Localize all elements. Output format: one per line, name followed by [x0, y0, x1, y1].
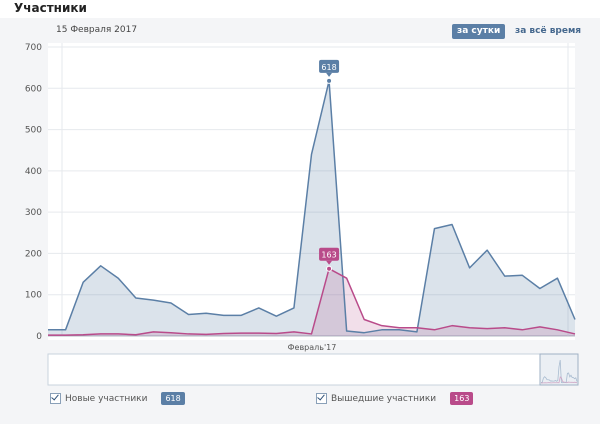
navigator[interactable] — [47, 353, 579, 386]
y-tick-label: 0 — [36, 332, 42, 342]
left-members-badge: 163 — [450, 392, 474, 405]
series-area-0 — [48, 80, 575, 337]
peak-label-box — [319, 59, 340, 73]
peak-label-box — [319, 247, 340, 261]
new-members-badge: 618 — [161, 392, 185, 405]
new-members-checkbox[interactable] — [50, 393, 61, 404]
y-tick-label: 200 — [25, 249, 42, 259]
navigator-window[interactable] — [539, 353, 579, 386]
y-tick-label: 400 — [25, 167, 42, 177]
left-members-label: Вышедшие участники — [331, 393, 437, 404]
per-day-button[interactable]: за сутки — [452, 24, 506, 39]
y-tick-label: 700 — [25, 43, 42, 53]
peak-label-pointer — [326, 72, 333, 77]
series-line-1 — [48, 267, 576, 336]
peak-point — [326, 265, 333, 272]
peak-label-pointer — [326, 260, 333, 265]
peak-label: 618 — [321, 63, 336, 72]
y-tick-label: 600 — [25, 84, 42, 94]
new-members-label: Новые участники — [65, 393, 148, 404]
all-time-button[interactable]: за всё время — [515, 26, 582, 36]
plot-area — [48, 43, 575, 340]
legend-new[interactable]: Новые участники 618 — [50, 392, 185, 405]
date-label: 15 Февраля 2017 — [56, 25, 138, 35]
series-line-0 — [48, 80, 576, 334]
y-tick-label: 300 — [25, 208, 42, 218]
page-title: Участники — [14, 1, 87, 15]
peak-label: 163 — [321, 251, 336, 260]
left-members-checkbox[interactable] — [316, 393, 327, 404]
y-tick-label: 500 — [25, 126, 42, 136]
y-tick-label: 100 — [25, 291, 42, 301]
peak-point — [326, 77, 333, 84]
legend-left[interactable]: Вышедшие участники 163 — [316, 392, 474, 405]
x-axis-label: Февраль'17 — [288, 343, 337, 352]
